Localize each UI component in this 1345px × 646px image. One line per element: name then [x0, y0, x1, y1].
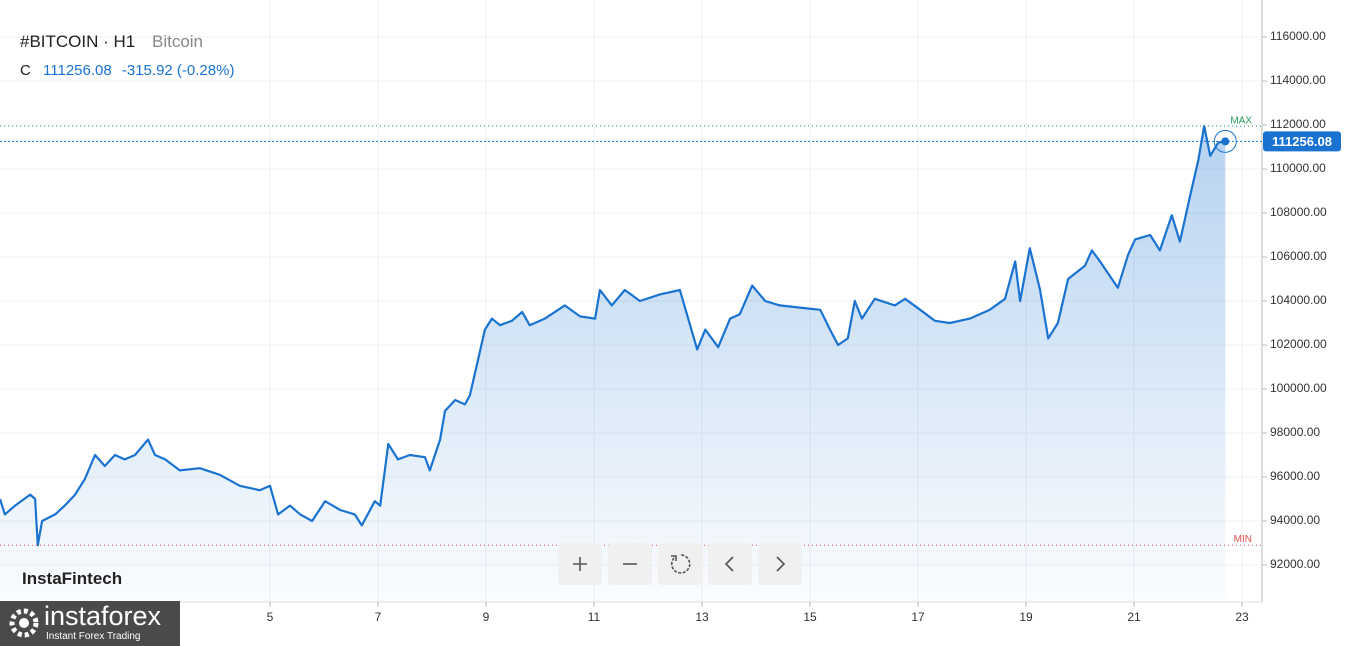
toolbar	[558, 543, 802, 585]
symbol: #BITCOIN · H1	[20, 32, 136, 51]
logo-title: instaforex	[44, 601, 162, 631]
logo-subtitle: Instant Forex Trading	[46, 631, 141, 642]
brand: InstaFintech	[22, 569, 123, 588]
y-tick-label: 92000.00	[1270, 557, 1320, 571]
y-tick-label: 108000.00	[1270, 205, 1327, 219]
price-tag	[1263, 131, 1341, 152]
scroll-left-button[interactable]	[708, 543, 752, 585]
y-tick-label: 112000.00	[1270, 117, 1326, 131]
y-tick-label: 96000.00	[1270, 469, 1320, 483]
y-tick-label: 116000.00	[1270, 29, 1326, 43]
price-line	[0, 125, 1226, 547]
x-tick-label: 23	[1235, 610, 1249, 624]
zoom-in-button[interactable]	[558, 543, 602, 585]
header: #BITCOIN · H1 Bitcoin	[20, 32, 203, 52]
price-tag-label: 111256.08	[1272, 134, 1332, 149]
x-tick-label: 19	[1019, 610, 1033, 624]
x-tick-label: 13	[695, 610, 709, 624]
close-price: 111256.08	[43, 62, 112, 79]
last-point-halo	[1213, 129, 1237, 153]
x-tick-label: 21	[1127, 610, 1141, 624]
x-tick-label: 17	[911, 610, 925, 624]
x-tick-label: 7	[375, 610, 382, 624]
price-line: C 111256.08 -315.92 (-0.28%)	[20, 62, 234, 79]
x-tick-label: 15	[803, 610, 817, 624]
y-tick-label: 102000.00	[1270, 337, 1327, 351]
x-tick-label: 9	[483, 610, 490, 624]
min-label: MIN	[1234, 534, 1252, 545]
reset-button[interactable]	[658, 543, 702, 585]
y-tick-label: 106000.00	[1270, 249, 1327, 263]
y-tick-label: 114000.00	[1270, 73, 1326, 87]
logo: instaforex Instant Forex Trading	[0, 601, 180, 646]
x-tick-label: 11	[588, 610, 601, 624]
y-tick-label: 98000.00	[1270, 425, 1320, 439]
close-prefix: C	[20, 62, 31, 79]
y-tick-label: 94000.00	[1270, 513, 1320, 527]
y-tick-label: 104000.00	[1270, 293, 1327, 307]
area-fill	[0, 126, 1226, 602]
instrument-name: Bitcoin	[151, 32, 204, 51]
x-tick-label: 5	[267, 610, 274, 624]
y-tick-label: 110000.00	[1270, 161, 1326, 175]
last-point	[1221, 137, 1230, 146]
y-tick-label: 100000.00	[1270, 381, 1327, 395]
max-label: MAX	[1230, 116, 1252, 127]
zoom-out-button[interactable]	[608, 543, 652, 585]
price-change: -315.92 (-0.28%)	[121, 62, 235, 79]
logo-icon	[9, 608, 39, 638]
scroll-right-button[interactable]	[758, 543, 802, 585]
